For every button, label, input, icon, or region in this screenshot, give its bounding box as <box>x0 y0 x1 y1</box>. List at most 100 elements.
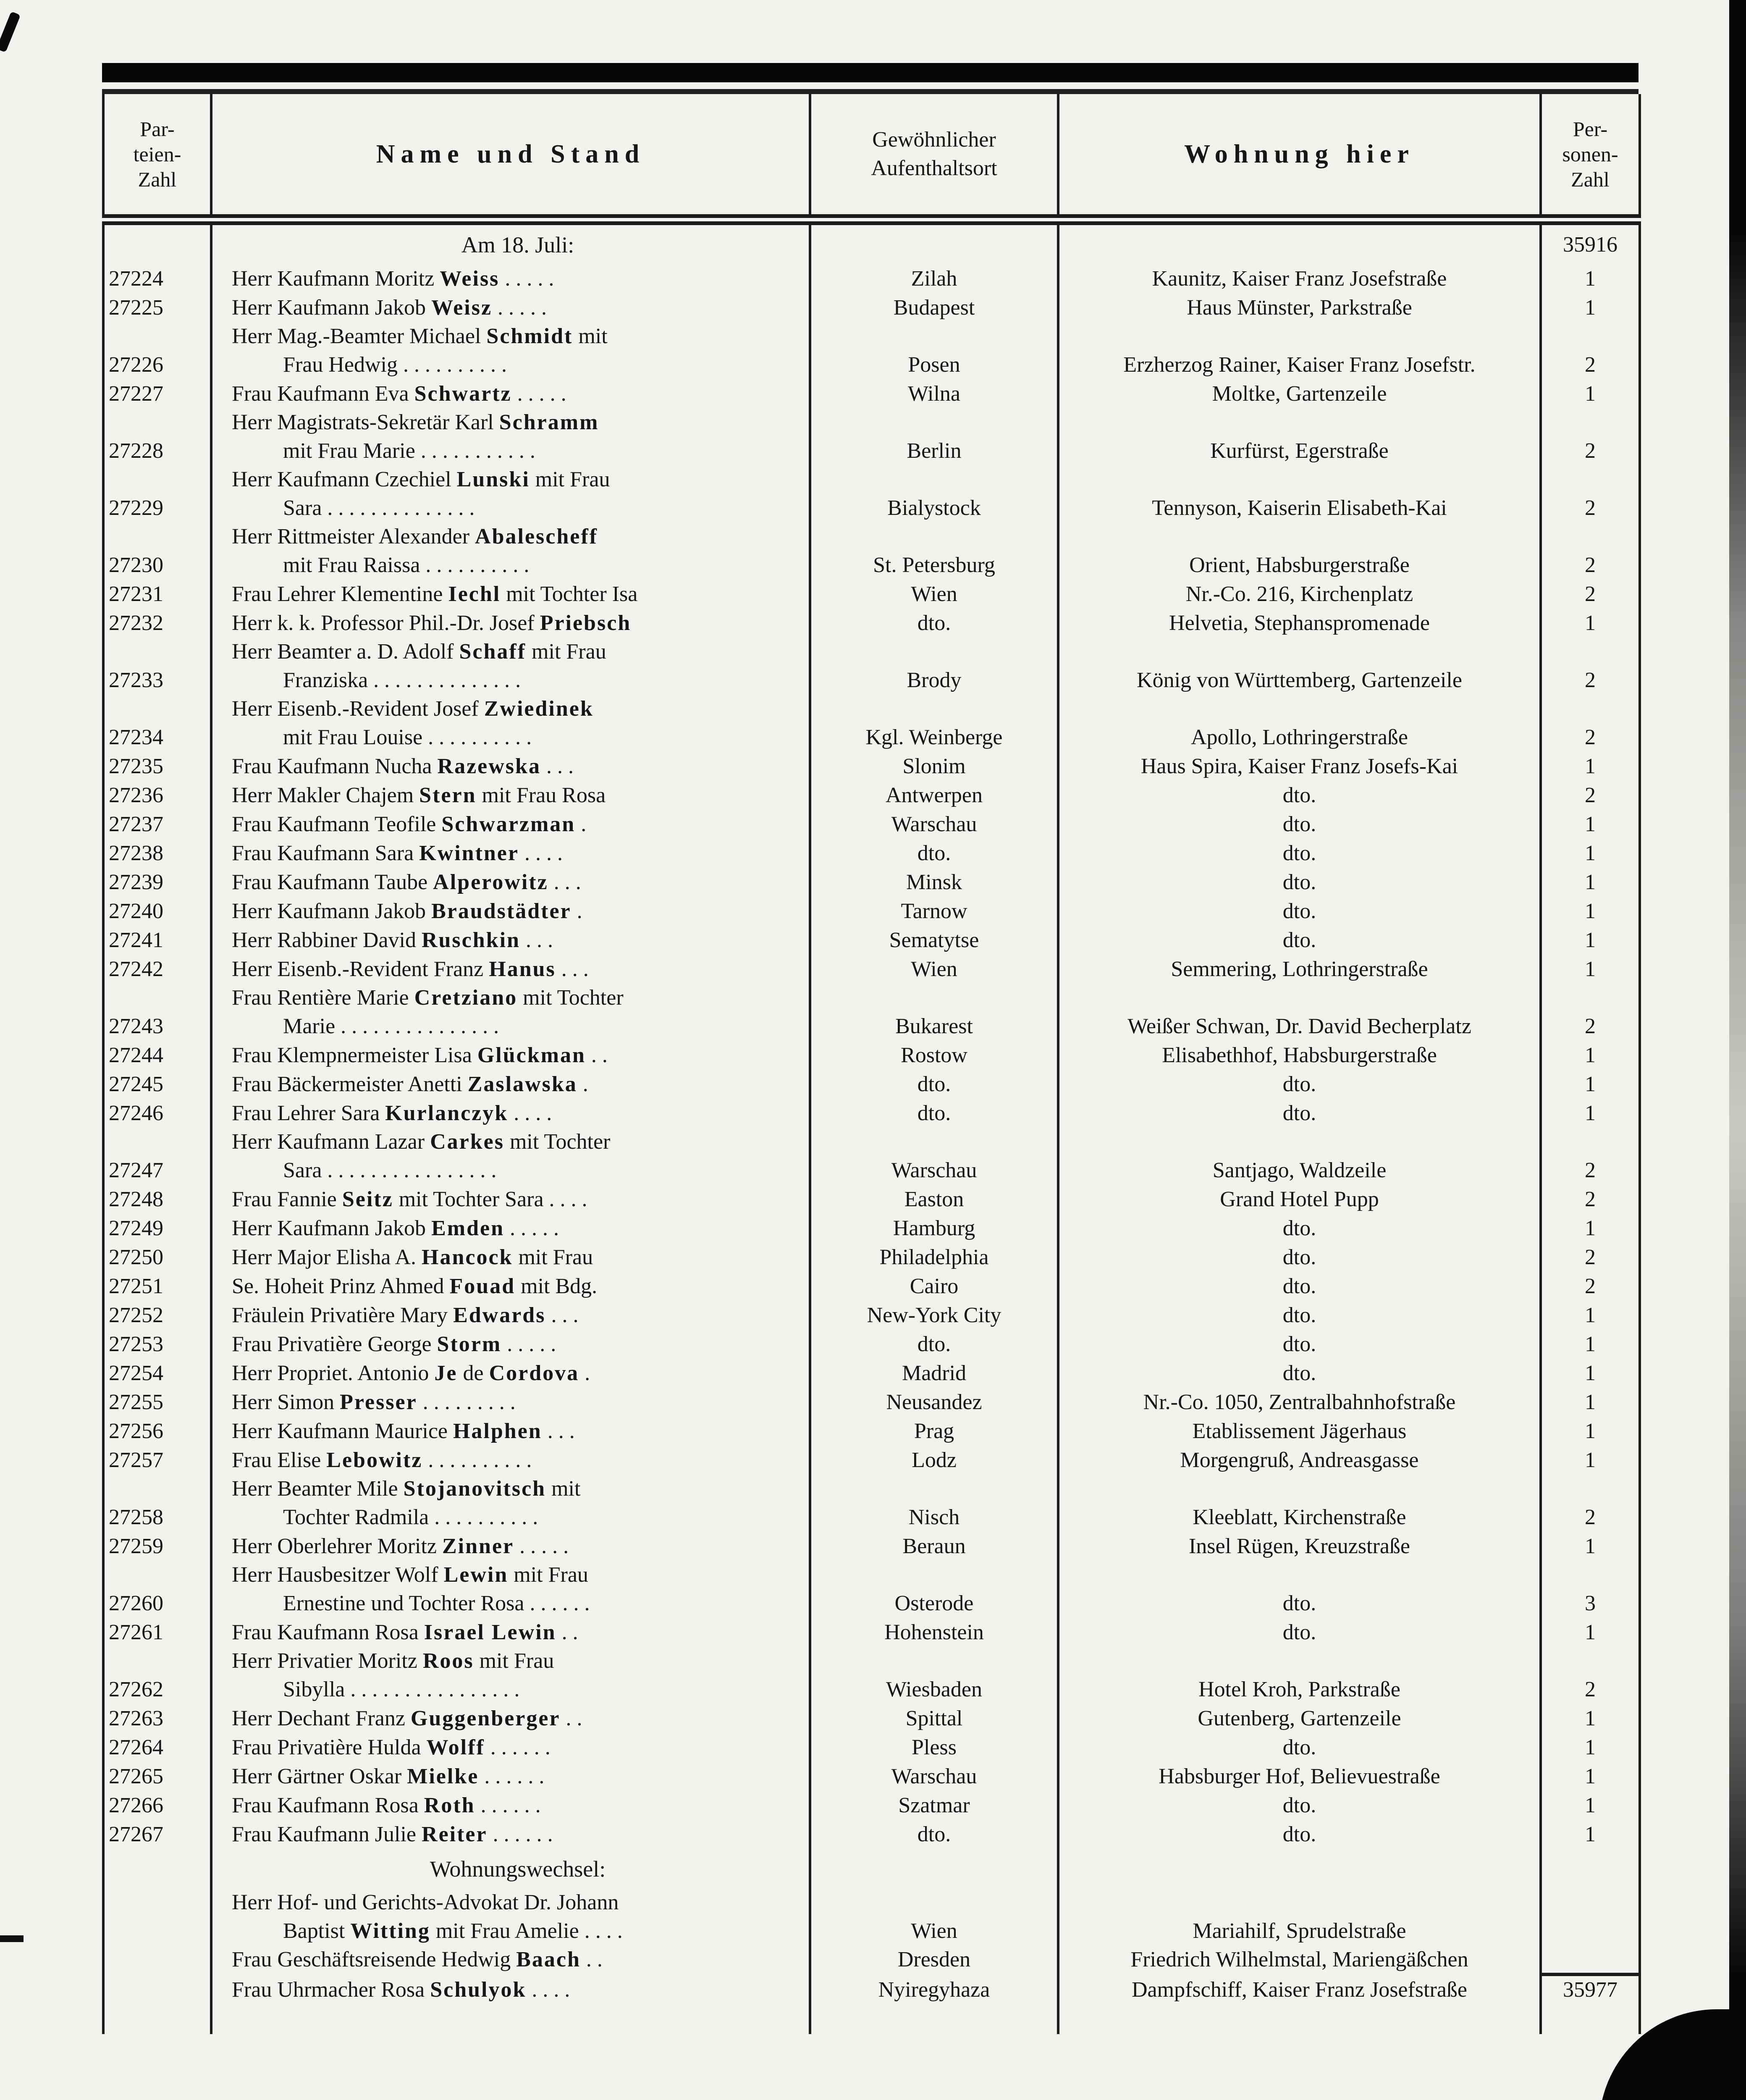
cell-aufenthaltsort: Nisch <box>809 1475 1059 1532</box>
cell-personen-zahl: 1 <box>1539 1417 1641 1446</box>
name-line-continuation: Tochter Radmila . . . . . . . . . . <box>283 1505 538 1529</box>
cell-personen-zahl: 1 <box>1539 1359 1641 1388</box>
cell-wohnung-hier: dto. <box>1057 1618 1542 1647</box>
cell-name-und-stand: Herr Mag.-Beamter Michael Schmidt mit Fra… <box>210 323 811 380</box>
cell-name-und-stand: Frau Rentière Marie Cretziano mit Tochte… <box>210 984 811 1041</box>
cell-personen-zahl <box>1539 1946 1641 1974</box>
cell-personen-zahl: 1 <box>1539 1532 1641 1561</box>
table-row: 27231 Frau Lehrer Klementine Iechl mit To… <box>102 580 1641 609</box>
cell-parteien-zahl: 27241 <box>102 926 212 955</box>
cell-personen-zahl: 1 <box>1539 380 1641 409</box>
cell-aufenthaltsort: Cairo <box>809 1272 1059 1301</box>
cell-aufenthaltsort: St. Petersburg <box>809 523 1059 580</box>
cell-wohnung-hier: dto. <box>1057 897 1542 926</box>
cell-name-und-stand: Frau Klempnermeister Lisa Glückman . . <box>210 1041 811 1070</box>
name-line: Frau Lehrer Sara Kurlanczyk . . . . <box>232 1101 552 1125</box>
cell-name-und-stand: Herr Hof- und Gerichts-Advokat Dr. Johan… <box>210 1889 811 1946</box>
name-line: Herr Eisenb.-Revident Josef Zwiedinek <box>232 697 594 721</box>
cell-name-und-stand: Frau Kaufmann Julie Reiter . . . . . . <box>210 1820 811 1849</box>
surname-bold: Schwarzman <box>441 812 576 836</box>
cell-personen-zahl: 2 <box>1539 580 1641 609</box>
cell-name-und-stand: Frau Elise Lebowitz . . . . . . . . . . <box>210 1446 811 1475</box>
surname-bold: Lewin <box>443 1563 509 1587</box>
cell-parteien-zahl: 27224 <box>102 265 212 294</box>
surname-bold: Presser <box>340 1390 417 1414</box>
cell-wohnung-hier: dto. <box>1057 1099 1542 1128</box>
name-line: Herr Eisenb.-Revident Franz Hanus . . . <box>232 957 589 981</box>
table-row: 27264 Frau Privatière Hulda Wolff . . . .… <box>102 1733 1641 1762</box>
surname-bold: Ruschkin <box>421 928 520 952</box>
surname-bold: Cretziano <box>414 986 518 1010</box>
surname-bold: Kwintner <box>419 841 519 865</box>
cell-personen-zahl: 1 <box>1539 1099 1641 1128</box>
table-row: 27247 Herr Kaufmann Lazar Carkes mit Toch… <box>102 1128 1641 1185</box>
cell-aufenthaltsort: Budapest <box>809 294 1059 323</box>
cell-wohnung-hier: dto. <box>1057 926 1542 955</box>
cell-name-und-stand: Frau Kaufmann Rosa Israel Lewin . . <box>210 1618 811 1647</box>
cell-aufenthaltsort: Posen <box>809 323 1059 380</box>
cell-wohnung-hier: dto. <box>1057 1214 1542 1243</box>
section-label: Wohnungswechsel: <box>210 1849 811 1889</box>
name-line: Herr Beamter Mile Stojanovitsch mit <box>232 1477 581 1501</box>
cell-name-und-stand: Frau Lehrer Sara Kurlanczyk . . . . <box>210 1099 811 1128</box>
table-row: 27234 Herr Eisenb.-Revident Josef Zwiedin… <box>102 695 1641 752</box>
surname-bold: Guggenberger <box>410 1706 561 1730</box>
cell-name-und-stand: Herr Propriet. Antonio Je de Cordova . <box>210 1359 811 1388</box>
table-row: 27252 Fräulein Privatière Mary Edwards . … <box>102 1301 1641 1330</box>
table-row: 27239 Frau Kaufmann Taube Alperowitz . . … <box>102 868 1641 897</box>
cell-aufenthaltsort: Warschau <box>809 1762 1059 1791</box>
surname-bold: Hancock <box>422 1245 513 1269</box>
top-rule-thick <box>102 63 1639 82</box>
cell-parteien-zahl: 27249 <box>102 1214 212 1243</box>
cell-personen-zahl: 2 <box>1539 409 1641 466</box>
cell-personen-zahl: 1 <box>1539 1446 1641 1475</box>
cell-wohnung-hier: Santjago, Waldzeile <box>1057 1128 1542 1185</box>
name-line: Herr Hof- und Gerichts-Advokat Dr. Johan… <box>232 1890 619 1914</box>
section-label: Am 18. Juli: <box>210 220 811 265</box>
cell-parteien-zahl: 27267 <box>102 1820 212 1849</box>
name-line: Herr Gärtner Oskar Mielke . . . . . . <box>232 1764 545 1788</box>
cell-personen-zahl: 2 <box>1539 1272 1641 1301</box>
surname-bold: Kurlanczyk <box>385 1101 509 1125</box>
cell-aufenthaltsort: dto. <box>809 839 1059 868</box>
scan-speck-top-left <box>0 11 21 53</box>
table-row: 27248 Frau Fannie Seitz mit Tochter Sara … <box>102 1185 1641 1214</box>
name-line: Herr Magistrats-Sekretär Karl Schramm <box>232 410 599 434</box>
name-line: Frau Kaufmann Eva Schwartz . . . . . <box>232 382 566 406</box>
cell-personen-zahl: 35977 <box>1539 1973 1641 2005</box>
cell-aufenthaltsort: Berlin <box>809 409 1059 466</box>
cell-personen-zahl: 1 <box>1539 839 1641 868</box>
cell-wohnung-hier: dto. <box>1057 1243 1542 1272</box>
cell-wohnung-hier: dto. <box>1057 810 1542 839</box>
cell-name-und-stand: Se. Hoheit Prinz Ahmed Fouad mit Bdg. <box>210 1272 811 1301</box>
surname-bold: Zwiedinek <box>484 697 594 721</box>
cell-wohnung-hier: Gutenberg, Gartenzeile <box>1057 1704 1542 1733</box>
table-row: 27258 Herr Beamter Mile Stojanovitsch mit… <box>102 1475 1641 1532</box>
cell-parteien-zahl: 27259 <box>102 1532 212 1561</box>
cell-parteien-zahl: 27258 <box>102 1475 212 1532</box>
cell-aufenthaltsort: Wien <box>809 580 1059 609</box>
cell-parteien-zahl: 27225 <box>102 294 212 323</box>
table-row: 27260 Herr Hausbesitzer Wolf Lewin mit Fr… <box>102 1561 1641 1618</box>
cell-aufenthaltsort: Hamburg <box>809 1214 1059 1243</box>
table-row: 27253 Frau Privatière George Storm . . . … <box>102 1330 1641 1359</box>
name-line-continuation: Sara . . . . . . . . . . . . . . . . <box>283 1158 497 1182</box>
cell-wohnung-hier: Dampfschiff, Kaiser Franz Josefstraße <box>1057 1974 1542 2005</box>
table-row: 27233 Herr Beamter a. D. Adolf Schaff mit… <box>102 638 1641 695</box>
cell-name-und-stand: Herr Rittmeister Alexander Abalescheff mi… <box>210 523 811 580</box>
cell-wohnung-hier: Tennyson, Kaiserin Elisabeth-Kai <box>1057 466 1542 523</box>
cell-personen-zahl: 2 <box>1539 781 1641 810</box>
cell-name-und-stand: Frau Geschäftsreisende Hedwig Baach . . <box>210 1946 811 1974</box>
cell-wohnung-hier: Morgengruß, Andreasgasse <box>1057 1446 1542 1475</box>
name-line: Frau Privatière George Storm . . . . . <box>232 1332 556 1356</box>
name-line: Frau Rentière Marie Cretziano mit Tochte… <box>232 986 624 1010</box>
surname-bold: Braudstädter <box>431 899 572 923</box>
cell-name-und-stand: Herr Kaufmann Lazar Carkes mit Tochter Sa… <box>210 1128 811 1185</box>
cell-personen-zahl: 1 <box>1539 897 1641 926</box>
cell-name-und-stand: Herr Kaufmann Jakob Emden . . . . . <box>210 1214 811 1243</box>
cell-aufenthaltsort: Wien <box>809 1889 1059 1946</box>
cell-parteien-zahl: 27245 <box>102 1070 212 1099</box>
cell-wohnung-hier: Kaunitz, Kaiser Franz Josefstraße <box>1057 265 1542 294</box>
cell-aufenthaltsort: Wien <box>809 955 1059 984</box>
cell-parteien-zahl: 27231 <box>102 580 212 609</box>
